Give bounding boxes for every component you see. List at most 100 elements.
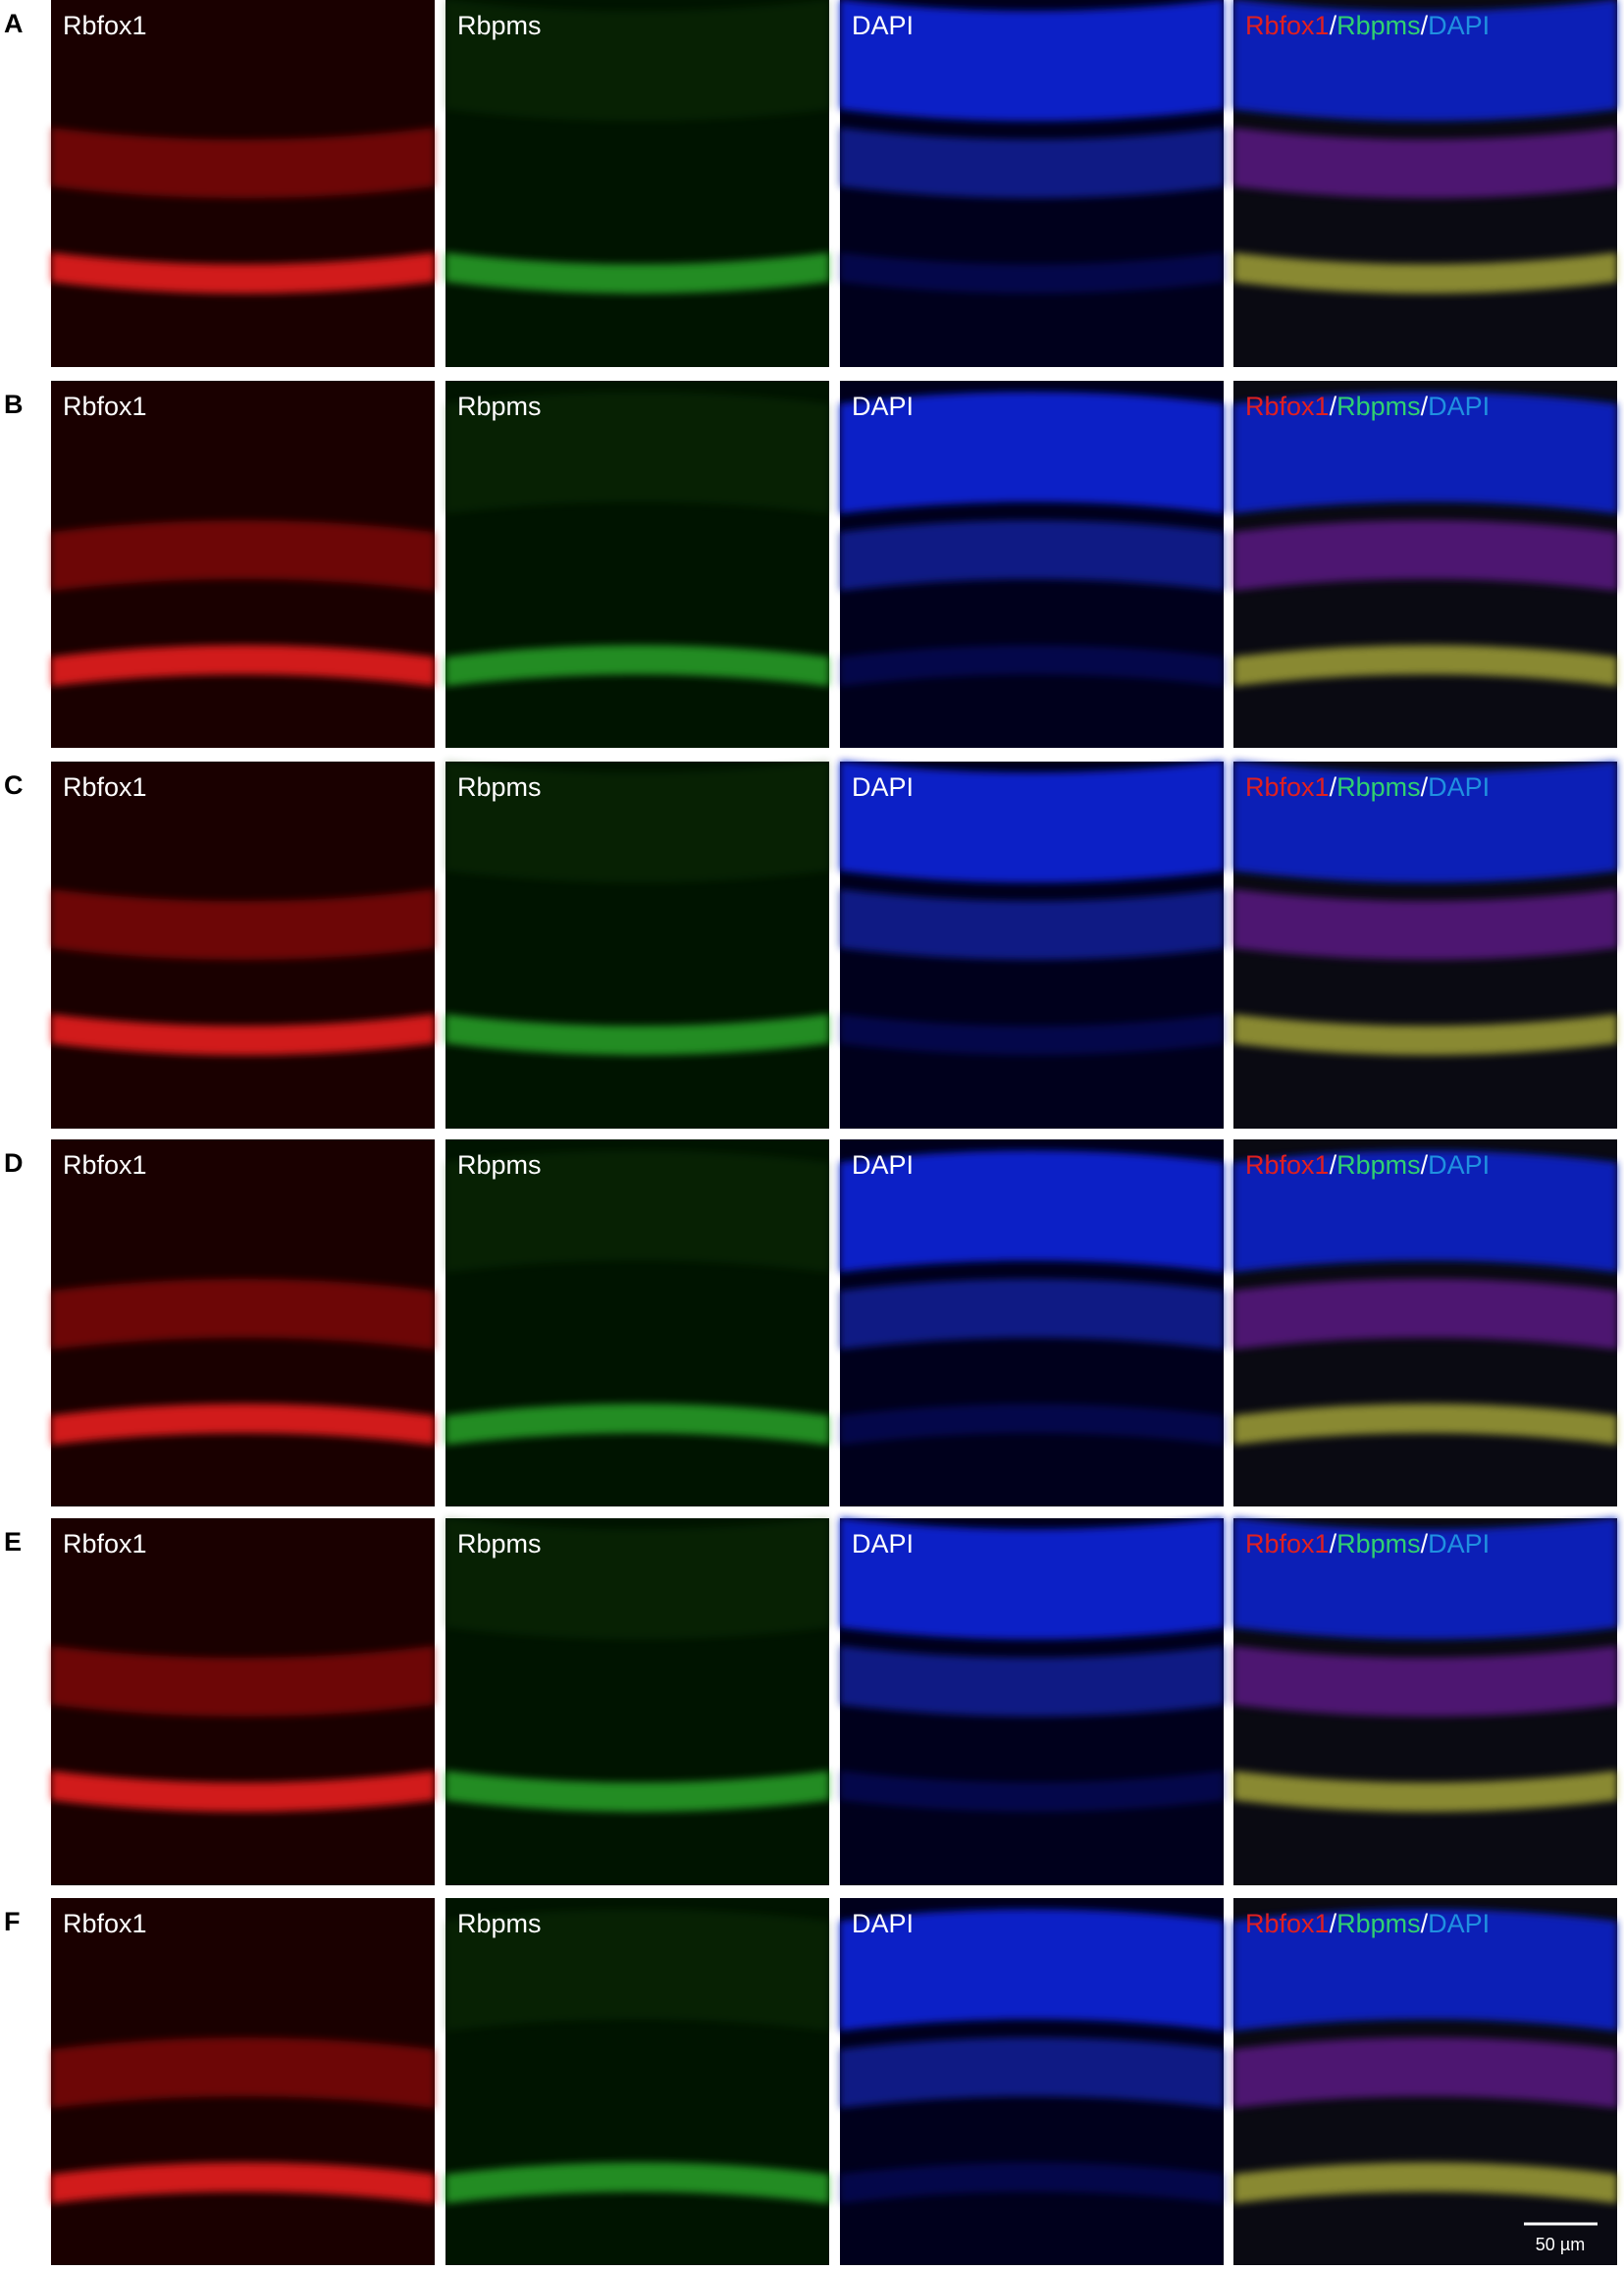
- channel-label: Rbpms: [457, 1529, 542, 1558]
- micrograph: Rbfox1/Rbpms/DAPI: [1233, 1139, 1617, 1506]
- merge-label-part: Rbpms: [1336, 1909, 1421, 1938]
- channel-label: DAPI: [852, 11, 914, 40]
- tissue-layer: [445, 1150, 829, 1273]
- panel-letter: F: [4, 1907, 21, 1936]
- micrograph: DAPI: [840, 1898, 1224, 2265]
- tissue-layer: [51, 2162, 435, 2204]
- tissue-layer: [840, 252, 1224, 294]
- tissue-layer: [840, 1403, 1224, 1446]
- micrograph: Rbpms: [445, 1517, 829, 1885]
- channel-label: DAPI: [852, 1909, 914, 1938]
- channel-label: Rbfox1: [63, 1909, 147, 1938]
- channel-label: Rbpms: [457, 11, 542, 40]
- merge-label-part: /: [1421, 392, 1429, 421]
- tissue-layer: [840, 0, 1224, 122]
- channel-label: Rbpms: [457, 1150, 542, 1180]
- tissue-layer: [1233, 128, 1617, 198]
- channel-label: Rbfox1: [63, 392, 147, 421]
- tissue-layer: [840, 1517, 1224, 1640]
- merge-label-part: /: [1330, 392, 1337, 421]
- tissue-layer: [51, 1770, 435, 1813]
- tissue-layer: [1233, 0, 1617, 122]
- merge-label-part: Rbfox1: [1245, 1529, 1330, 1558]
- channel-label: DAPI: [852, 1529, 914, 1558]
- tissue-layer: [51, 1646, 435, 1716]
- tissue-layer: [445, 1770, 829, 1813]
- tissue-layer: [840, 128, 1224, 198]
- merge-label-part: Rbpms: [1336, 1529, 1421, 1558]
- merge-label-part: Rbpms: [1336, 1150, 1421, 1180]
- micrograph: Rbfox1: [51, 1898, 435, 2265]
- tissue-layer: [1233, 1150, 1617, 1273]
- merge-label-part: Rbfox1: [1245, 1150, 1330, 1180]
- merge-label-part: DAPI: [1428, 392, 1490, 421]
- tissue-layer: [1233, 520, 1617, 591]
- channel-label: DAPI: [852, 772, 914, 802]
- micrograph: Rbfox1: [51, 0, 435, 367]
- figure-row: E Rbfox1 Rbpms DAPI Rbfox1/Rbpms/DAPI: [4, 1517, 1617, 1885]
- micrograph: DAPI: [840, 1139, 1224, 1506]
- tissue-layer: [51, 520, 435, 591]
- merge-label-part: /: [1330, 1529, 1337, 1558]
- panel-letter: E: [4, 1527, 22, 1557]
- figure-row: C Rbfox1 Rbpms DAPI Rbfox1/Rbpms/DAPI: [4, 761, 1617, 1129]
- micrograph: Rbpms: [445, 1898, 829, 2265]
- channel-label: Rbfox1: [63, 1150, 147, 1180]
- panel-letter: A: [4, 9, 24, 38]
- channel-label: Rbfox1: [63, 772, 147, 802]
- tissue-layer: [445, 761, 829, 883]
- tissue-layer: [840, 761, 1224, 883]
- panel-letter: C: [4, 770, 24, 800]
- channel-label: Rbpms: [457, 772, 542, 802]
- merge-label: Rbfox1/Rbpms/DAPI: [1245, 392, 1490, 421]
- tissue-layer: [1233, 252, 1617, 294]
- figure-row: D Rbfox1 Rbpms DAPI Rbfox1/Rbpms/DAPI: [4, 1139, 1617, 1506]
- micrograph: Rbfox1: [51, 381, 435, 748]
- channel-label: DAPI: [852, 392, 914, 421]
- tissue-layer: [840, 520, 1224, 591]
- micrograph: Rbfox1/Rbpms/DAPI: [1233, 381, 1617, 748]
- merge-label-part: /: [1421, 1529, 1429, 1558]
- merge-label-part: /: [1421, 772, 1429, 802]
- channel-label: DAPI: [852, 1150, 914, 1180]
- tissue-layer: [51, 889, 435, 960]
- merge-label-part: DAPI: [1428, 1909, 1490, 1938]
- tissue-layer: [840, 1770, 1224, 1813]
- tissue-layer: [51, 1403, 435, 1446]
- tissue-layer: [445, 645, 829, 687]
- tissue-layer: [445, 1517, 829, 1640]
- figure-row: B Rbfox1 Rbpms DAPI Rbfox1/Rbpms/DAPI: [4, 381, 1617, 748]
- tissue-layer: [840, 1279, 1224, 1349]
- tissue-layer: [1233, 1646, 1617, 1716]
- tissue-layer: [445, 252, 829, 294]
- merge-label: Rbfox1/Rbpms/DAPI: [1245, 772, 1490, 802]
- tissue-layer: [1233, 1014, 1617, 1056]
- tissue-layer: [1233, 1403, 1617, 1446]
- tissue-layer: [1233, 1909, 1617, 2032]
- tissue-layer: [1233, 2162, 1617, 2204]
- merge-label-part: /: [1330, 1150, 1337, 1180]
- merge-label-part: /: [1421, 11, 1429, 40]
- tissue-layer: [840, 1014, 1224, 1056]
- merge-label-part: DAPI: [1428, 772, 1490, 802]
- tissue-layer: [840, 392, 1224, 514]
- merge-label-part: /: [1330, 11, 1337, 40]
- tissue-layer: [840, 2162, 1224, 2204]
- tissue-layer: [1233, 1517, 1617, 1640]
- merge-label-part: DAPI: [1428, 11, 1490, 40]
- tissue-layer: [1233, 889, 1617, 960]
- channel-label: Rbfox1: [63, 1529, 147, 1558]
- tissue-layer: [1233, 2037, 1617, 2108]
- tissue-layer: [1233, 645, 1617, 687]
- micrograph: DAPI: [840, 1517, 1224, 1885]
- tissue-layer: [445, 1014, 829, 1056]
- tissue-layer: [51, 2037, 435, 2108]
- tissue-layer: [445, 392, 829, 514]
- merge-label-part: DAPI: [1428, 1150, 1490, 1180]
- merge-label: Rbfox1/Rbpms/DAPI: [1245, 1909, 1490, 1938]
- tissue-layer: [51, 252, 435, 294]
- tissue-layer: [840, 645, 1224, 687]
- tissue-layer: [445, 1403, 829, 1446]
